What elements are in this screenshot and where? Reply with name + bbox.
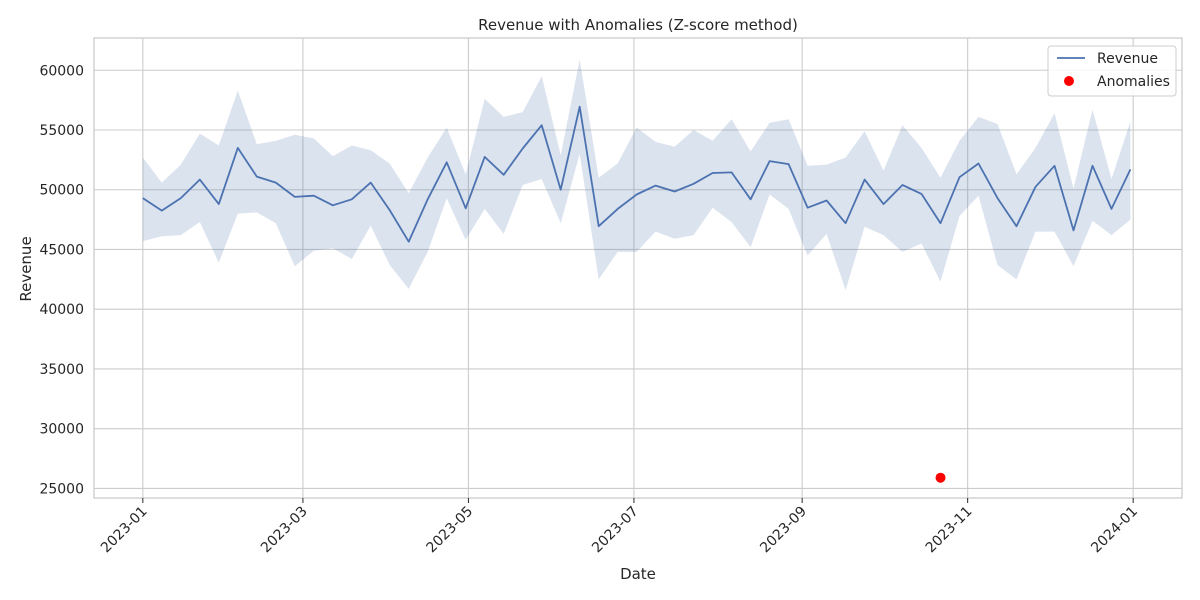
x-axis-ticks: 2023-01 2023-03 2023-05 2023-07 2023-09 2023-…	[98, 498, 1141, 556]
legend-label-revenue: Revenue	[1097, 51, 1158, 67]
y-tick-label: 55000	[39, 123, 84, 139]
x-axis-label: Date	[620, 565, 656, 583]
x-tick-label: 2023-05	[424, 504, 477, 557]
y-tick-label: 30000	[39, 422, 84, 438]
x-tick-label: 2023-03	[258, 504, 311, 557]
x-tick-label: 2023-09	[757, 504, 810, 557]
revenue-confidence-band	[142, 59, 1131, 291]
y-axis-label: Revenue	[17, 236, 35, 301]
y-tick-label: 50000	[39, 183, 84, 199]
legend-dot-swatch	[1064, 76, 1074, 86]
x-tick-label: 2023-11	[923, 504, 976, 557]
y-tick-label: 25000	[39, 481, 84, 497]
x-tick-label: 2023-07	[589, 504, 642, 557]
y-tick-label: 35000	[39, 362, 84, 378]
legend-label-anomalies: Anomalies	[1097, 74, 1170, 90]
y-tick-label: 40000	[39, 302, 84, 318]
chart-title: Revenue with Anomalies (Z-score method)	[478, 16, 798, 34]
anomaly-point	[935, 472, 946, 483]
grid	[94, 38, 1182, 498]
plot-frame	[93, 37, 1183, 499]
anomaly-points	[935, 472, 946, 483]
x-tick-label: 2024-01	[1088, 504, 1141, 557]
revenue-line	[142, 105, 1132, 243]
legend: Revenue Anomalies	[1047, 45, 1177, 97]
y-tick-label: 60000	[39, 63, 84, 79]
y-tick-label: 45000	[39, 242, 84, 258]
y-axis-ticks: 25000 30000 35000 40000 45000 50000 55000 60000	[39, 63, 84, 497]
x-tick-label: 2023-01	[98, 504, 151, 557]
